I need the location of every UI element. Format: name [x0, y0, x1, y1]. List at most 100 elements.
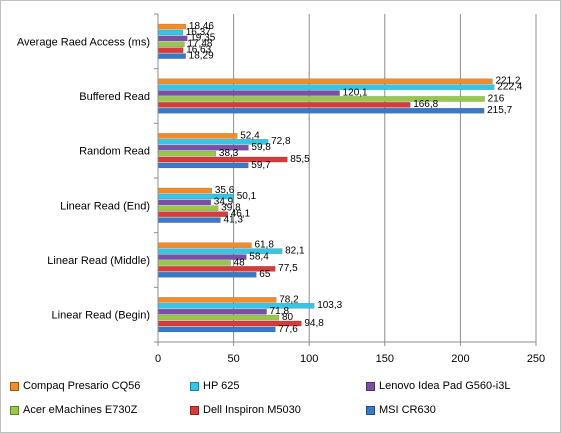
category-label: Average Raed Access (ms)	[17, 36, 150, 48]
data-label: 39,8	[221, 203, 241, 214]
bar	[157, 47, 184, 53]
data-label: 222,4	[497, 82, 522, 93]
legend-item: Lenovo Idea Pad G560-i3L	[366, 380, 511, 392]
x-tick-label: 250	[527, 353, 545, 365]
data-label: 166,8	[413, 99, 438, 110]
data-label: 71,8	[270, 306, 290, 317]
x-tick-label: 150	[376, 353, 394, 365]
legend-item: Dell Inspiron M5030	[190, 404, 301, 416]
legend-swatch	[366, 381, 375, 391]
legend-item: Compaq Presario CQ56	[10, 380, 140, 392]
legend-label: Compaq Presario CQ56	[23, 380, 141, 392]
legend-item: HP 625	[190, 380, 240, 392]
bar	[157, 162, 249, 169]
data-label: 59,7	[251, 160, 271, 171]
x-tick-label: 200	[451, 353, 469, 365]
bar	[157, 260, 231, 266]
legend-label: MSI CR630	[379, 404, 436, 416]
category-labels: Average Raed Access (ms) Buffered Read Ran…	[17, 36, 150, 321]
data-label: 50,1	[237, 191, 257, 202]
data-label: 17,48	[187, 39, 212, 50]
bar	[157, 266, 276, 272]
bar	[157, 205, 219, 212]
bar	[157, 23, 187, 30]
bar	[157, 297, 277, 303]
data-label: 18,46	[189, 21, 214, 32]
category-label: Random Read	[79, 146, 150, 158]
bar	[157, 90, 340, 96]
data-label: 52,4	[240, 130, 260, 141]
data-label: 46,1	[231, 209, 251, 220]
category-label: Buffered Read	[79, 91, 150, 103]
bar	[157, 217, 221, 223]
data-label: 41,3	[223, 214, 243, 225]
bar	[157, 150, 217, 157]
data-label: 18,29	[189, 50, 214, 61]
x-tick-label: 50	[227, 353, 239, 365]
bar	[157, 29, 184, 36]
data-label: 16,63	[186, 45, 211, 56]
bar	[157, 314, 280, 321]
data-label: 48	[234, 257, 246, 268]
data-label: 19,35	[190, 33, 215, 44]
bar	[157, 308, 267, 315]
legend-item: MSI CR630	[366, 404, 436, 416]
legend-label: Lenovo Idea Pad G560-i3L	[379, 380, 511, 392]
bar	[157, 102, 411, 108]
bars	[157, 23, 495, 333]
x-tick-label: 0	[155, 353, 161, 365]
legend-label: Dell Inspiron M5030	[203, 404, 301, 416]
legend-item: Acer eMachines E730Z	[10, 404, 137, 416]
legend-swatch	[10, 405, 19, 415]
bar	[157, 41, 185, 48]
bar	[157, 84, 495, 90]
legend-swatch	[366, 405, 375, 415]
legend: Compaq Presario CQ56 HP 625 Lenovo Idea Pa…	[4, 372, 556, 426]
tick-labels: 0 50 100 150 200 250	[155, 353, 545, 365]
data-label: 77,5	[278, 263, 298, 274]
data-label: 72,8	[271, 136, 291, 147]
bar	[157, 199, 212, 206]
data-label: 120,1	[343, 87, 368, 98]
data-label: 80	[282, 312, 294, 323]
category-label: Linear Read (Middle)	[47, 255, 150, 267]
data-label: 215,7	[487, 105, 512, 116]
data-label: 59,8	[251, 142, 271, 153]
data-label: 216	[488, 93, 505, 104]
bar	[157, 326, 276, 333]
data-label: 82,1	[285, 246, 305, 257]
data-label: 58,4	[249, 251, 269, 262]
data-label: 77,6	[278, 324, 298, 335]
data-label: 94,8	[304, 318, 324, 329]
data-label: 78,2	[279, 294, 299, 305]
data-label: 85,5	[290, 154, 310, 165]
legend-swatch	[190, 405, 199, 415]
axes	[154, 13, 537, 346]
data-label: 16,37	[186, 27, 211, 38]
bar	[157, 53, 186, 59]
bar	[157, 187, 213, 194]
bar	[157, 133, 238, 139]
x-tick-label: 100	[300, 353, 318, 365]
bar	[157, 242, 252, 249]
bar	[157, 78, 493, 85]
data-label: 221,2	[495, 76, 520, 87]
bar	[157, 211, 228, 217]
data-label: 65	[259, 269, 271, 280]
data-label: 61,8	[254, 240, 274, 251]
bar	[157, 271, 257, 278]
data-label: 103,3	[317, 300, 342, 311]
data-label: 38,3	[219, 148, 239, 159]
legend-swatch	[10, 381, 19, 391]
data-label: 35,6	[215, 185, 235, 196]
category-label: Linear Read (Begin)	[52, 310, 150, 322]
data-label: 34,9	[214, 197, 234, 208]
category-label: Linear Read (End)	[60, 200, 150, 212]
legend-label: HP 625	[203, 380, 240, 392]
legend-label: Acer eMachines E730Z	[23, 404, 138, 416]
gridlines	[233, 14, 537, 342]
legend-swatch	[190, 381, 199, 391]
